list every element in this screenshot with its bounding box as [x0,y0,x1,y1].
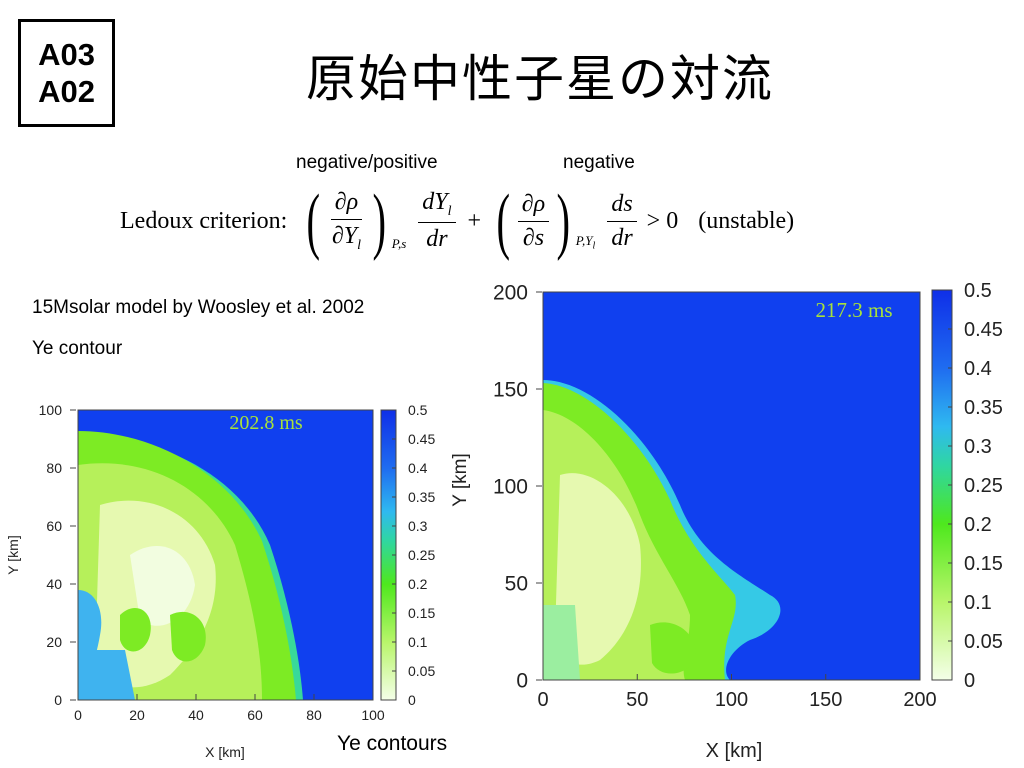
right-colorbar-tick-label: 0.35 [964,397,1003,419]
left-colorbar-tick-label: 0 [408,692,416,708]
right-x-tick-label: 200 [903,689,936,711]
slide-title: 原始中性子星の対流 [306,50,774,108]
right-x-axis-label: X [km] [706,740,763,762]
left-colorbar-tick-label: 0.05 [408,663,435,679]
right-y-tick-label: 50 [505,572,528,595]
left-colorbar-tick-label: 0.15 [408,605,435,621]
right-colorbar-tick-label: 0.25 [964,475,1003,497]
right-y-tick-label: 100 [493,475,528,498]
left-colorbar-tick-label: 0.4 [408,460,428,476]
plot-caption: Ye contours [337,732,448,755]
left-y-tick-label: 100 [39,402,63,418]
sign-note-negative-positive: negative/positive [296,152,438,173]
left-colorbar-title: Y [km] [450,453,471,507]
formula-greater-than-zero: > 0 [646,207,679,234]
formula-plus: + [467,207,482,234]
right-x-tick-label: 0 [537,689,548,711]
section-code-a02: A02 [38,74,95,109]
sign-note-negative: negative [563,152,635,173]
left-colorbar-tick-label: 0.1 [408,634,428,650]
left-time-label: 202.8 ms [229,412,303,434]
left-x-tick-label: 40 [188,707,204,723]
left-ye-plot: 0 0.05 0.1 0.15 0.2 0.25 0.3 0.35 0.4 0.45 0.5 0 20… [0,395,480,768]
right-colorbar-tick-label: 0.05 [964,631,1003,653]
right-colorbar-tick-label: 0.5 [964,280,992,302]
left-y-tick-label: 0 [54,692,62,708]
contour-note: Ye contour [32,338,123,359]
left-colorbar-tick-label: 0.5 [408,402,428,418]
left-x-tick-label: 20 [129,707,145,723]
left-y-tick-label: 60 [46,518,62,534]
right-x-tick-label: 100 [715,689,748,711]
right-field [543,292,920,680]
formula-term-drho-dyl: ( ∂ρ ∂Yl ) P,s [306,180,407,262]
left-x-tick-label: 100 [361,707,385,723]
left-colorbar-tick-label: 0.2 [408,576,428,592]
formula-term-dyl-dr: dYl dr [418,189,456,254]
left-x-axis-label: X [km] [205,744,245,760]
right-time-label: 217.3 ms [815,298,892,322]
right-y-tick-label: 0 [516,669,528,692]
right-colorbar-tick-label: 0.3 [964,436,992,458]
formula-label: Ledoux criterion: [120,207,288,234]
right-y-tick-label: 200 [493,281,528,304]
left-colorbar-tick-label: 0.3 [408,518,428,534]
formula-term-drho-ds: ( ∂ρ ∂s ) P,Yl [496,180,596,262]
left-colorbar-tick-label: 0.45 [408,431,435,447]
section-code-a03: A03 [38,37,95,72]
right-ye-plot: 0 0.05 0.1 0.15 0.2 0.25 0.3 0.35 0.4 0.45 0.5 0 50… [480,275,1024,768]
formula-unstable: (unstable) [698,207,795,234]
left-colorbar-tick-label: 0.35 [408,489,435,505]
right-colorbar-tick-label: 0.15 [964,553,1003,575]
ledoux-formula: Ledoux criterion: ( ∂ρ ∂Yl ) P,s dYl dr … [120,175,794,267]
left-x-tick-label: 80 [306,707,322,723]
left-y-tick-label: 80 [46,460,62,476]
left-y-tick-label: 40 [46,576,62,592]
right-colorbar-tick-label: 0.1 [964,592,992,614]
left-field [78,410,373,700]
right-colorbar-tick-label: 0.2 [964,514,992,536]
right-colorbar-tick-label: 0.4 [964,358,992,380]
section-code-box: A03 A02 [18,19,115,127]
left-colorbar-tick-label: 0.25 [408,547,435,563]
left-x-tick-label: 60 [247,707,263,723]
right-y-tick-label: 150 [493,378,528,401]
model-note: 15Msolar model by Woosley et al. 2002 [32,297,365,318]
formula-term-ds-dr: ds dr [607,191,637,252]
right-x-tick-label: 50 [626,689,648,711]
left-y-axis-label: Y [km] [5,535,21,574]
left-y-tick-label: 20 [46,634,62,650]
right-colorbar-tick-label: 0.45 [964,319,1003,341]
right-x-tick-label: 150 [809,689,842,711]
left-x-tick-label: 0 [74,707,82,723]
right-colorbar-tick-label: 0 [964,670,975,692]
